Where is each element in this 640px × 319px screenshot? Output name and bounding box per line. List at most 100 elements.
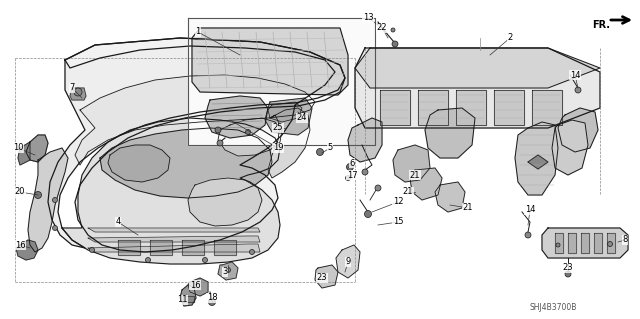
Polygon shape bbox=[205, 96, 268, 138]
Text: 21: 21 bbox=[403, 188, 413, 197]
Text: 21: 21 bbox=[463, 204, 473, 212]
Polygon shape bbox=[425, 108, 475, 158]
Circle shape bbox=[52, 226, 58, 231]
Polygon shape bbox=[380, 90, 410, 125]
Text: 18: 18 bbox=[207, 293, 218, 302]
Text: 17: 17 bbox=[347, 170, 357, 180]
Circle shape bbox=[90, 248, 95, 253]
Polygon shape bbox=[192, 28, 348, 95]
Polygon shape bbox=[315, 265, 338, 288]
Circle shape bbox=[215, 127, 221, 133]
Circle shape bbox=[346, 164, 353, 170]
Circle shape bbox=[362, 169, 368, 175]
Polygon shape bbox=[88, 236, 260, 242]
Polygon shape bbox=[100, 128, 272, 198]
Polygon shape bbox=[183, 296, 194, 302]
Polygon shape bbox=[108, 145, 170, 182]
Polygon shape bbox=[581, 233, 589, 253]
Polygon shape bbox=[118, 240, 140, 255]
Text: 3: 3 bbox=[222, 268, 228, 277]
Polygon shape bbox=[268, 108, 310, 178]
Circle shape bbox=[391, 28, 395, 32]
Text: 23: 23 bbox=[317, 273, 327, 283]
Circle shape bbox=[317, 149, 323, 155]
Text: FR.: FR. bbox=[592, 20, 610, 30]
Text: 9: 9 bbox=[346, 257, 351, 266]
Polygon shape bbox=[555, 233, 563, 253]
Text: 25: 25 bbox=[273, 123, 284, 132]
Polygon shape bbox=[182, 240, 204, 255]
Circle shape bbox=[575, 87, 581, 93]
Text: 10: 10 bbox=[13, 144, 23, 152]
Text: 8: 8 bbox=[622, 235, 628, 244]
Polygon shape bbox=[180, 285, 196, 306]
Polygon shape bbox=[150, 240, 172, 255]
Polygon shape bbox=[552, 120, 588, 175]
Polygon shape bbox=[594, 233, 602, 253]
Polygon shape bbox=[62, 118, 280, 264]
Text: 4: 4 bbox=[115, 218, 120, 226]
Text: SHJ4B3700B: SHJ4B3700B bbox=[530, 303, 577, 313]
Polygon shape bbox=[88, 228, 260, 232]
Circle shape bbox=[607, 241, 612, 247]
Text: 14: 14 bbox=[525, 205, 535, 214]
Polygon shape bbox=[435, 182, 465, 212]
Circle shape bbox=[35, 191, 42, 198]
Circle shape bbox=[74, 88, 82, 96]
Circle shape bbox=[209, 299, 216, 306]
Polygon shape bbox=[348, 118, 382, 162]
Circle shape bbox=[225, 268, 230, 272]
Polygon shape bbox=[218, 118, 282, 156]
Text: 15: 15 bbox=[393, 218, 403, 226]
Circle shape bbox=[375, 185, 381, 191]
Polygon shape bbox=[515, 122, 558, 195]
Text: 11: 11 bbox=[177, 295, 188, 305]
Polygon shape bbox=[336, 245, 360, 278]
Polygon shape bbox=[218, 262, 238, 280]
Polygon shape bbox=[214, 240, 236, 255]
Text: 14: 14 bbox=[570, 70, 580, 79]
Text: 13: 13 bbox=[363, 13, 373, 23]
Polygon shape bbox=[355, 48, 600, 128]
Text: 6: 6 bbox=[349, 159, 355, 167]
Polygon shape bbox=[607, 233, 615, 253]
Text: 23: 23 bbox=[563, 263, 573, 272]
Text: 21: 21 bbox=[410, 170, 420, 180]
Polygon shape bbox=[70, 88, 86, 100]
Text: 2: 2 bbox=[508, 33, 513, 42]
Polygon shape bbox=[26, 135, 48, 162]
Circle shape bbox=[145, 257, 150, 263]
Text: 1: 1 bbox=[195, 27, 200, 36]
Text: 5: 5 bbox=[328, 144, 333, 152]
Circle shape bbox=[365, 211, 371, 218]
Polygon shape bbox=[48, 38, 345, 248]
Circle shape bbox=[202, 257, 207, 263]
Circle shape bbox=[556, 243, 560, 247]
Polygon shape bbox=[568, 233, 576, 253]
Polygon shape bbox=[265, 98, 312, 135]
Circle shape bbox=[565, 271, 571, 277]
Polygon shape bbox=[188, 278, 208, 296]
Polygon shape bbox=[88, 244, 260, 252]
Polygon shape bbox=[418, 90, 448, 125]
Text: 19: 19 bbox=[273, 144, 284, 152]
Polygon shape bbox=[28, 148, 68, 252]
Circle shape bbox=[250, 249, 255, 255]
Circle shape bbox=[217, 140, 223, 146]
Polygon shape bbox=[532, 90, 562, 125]
Text: 24: 24 bbox=[297, 114, 307, 122]
Polygon shape bbox=[355, 48, 600, 88]
Circle shape bbox=[52, 197, 58, 203]
Circle shape bbox=[246, 130, 250, 135]
Circle shape bbox=[392, 41, 398, 47]
Polygon shape bbox=[18, 142, 30, 165]
Polygon shape bbox=[65, 38, 345, 252]
Text: 16: 16 bbox=[15, 241, 26, 249]
Polygon shape bbox=[528, 155, 548, 169]
Text: 7: 7 bbox=[69, 84, 75, 93]
Polygon shape bbox=[188, 18, 375, 145]
Polygon shape bbox=[268, 102, 302, 122]
Polygon shape bbox=[494, 90, 524, 125]
Polygon shape bbox=[16, 240, 38, 260]
Polygon shape bbox=[75, 75, 315, 165]
